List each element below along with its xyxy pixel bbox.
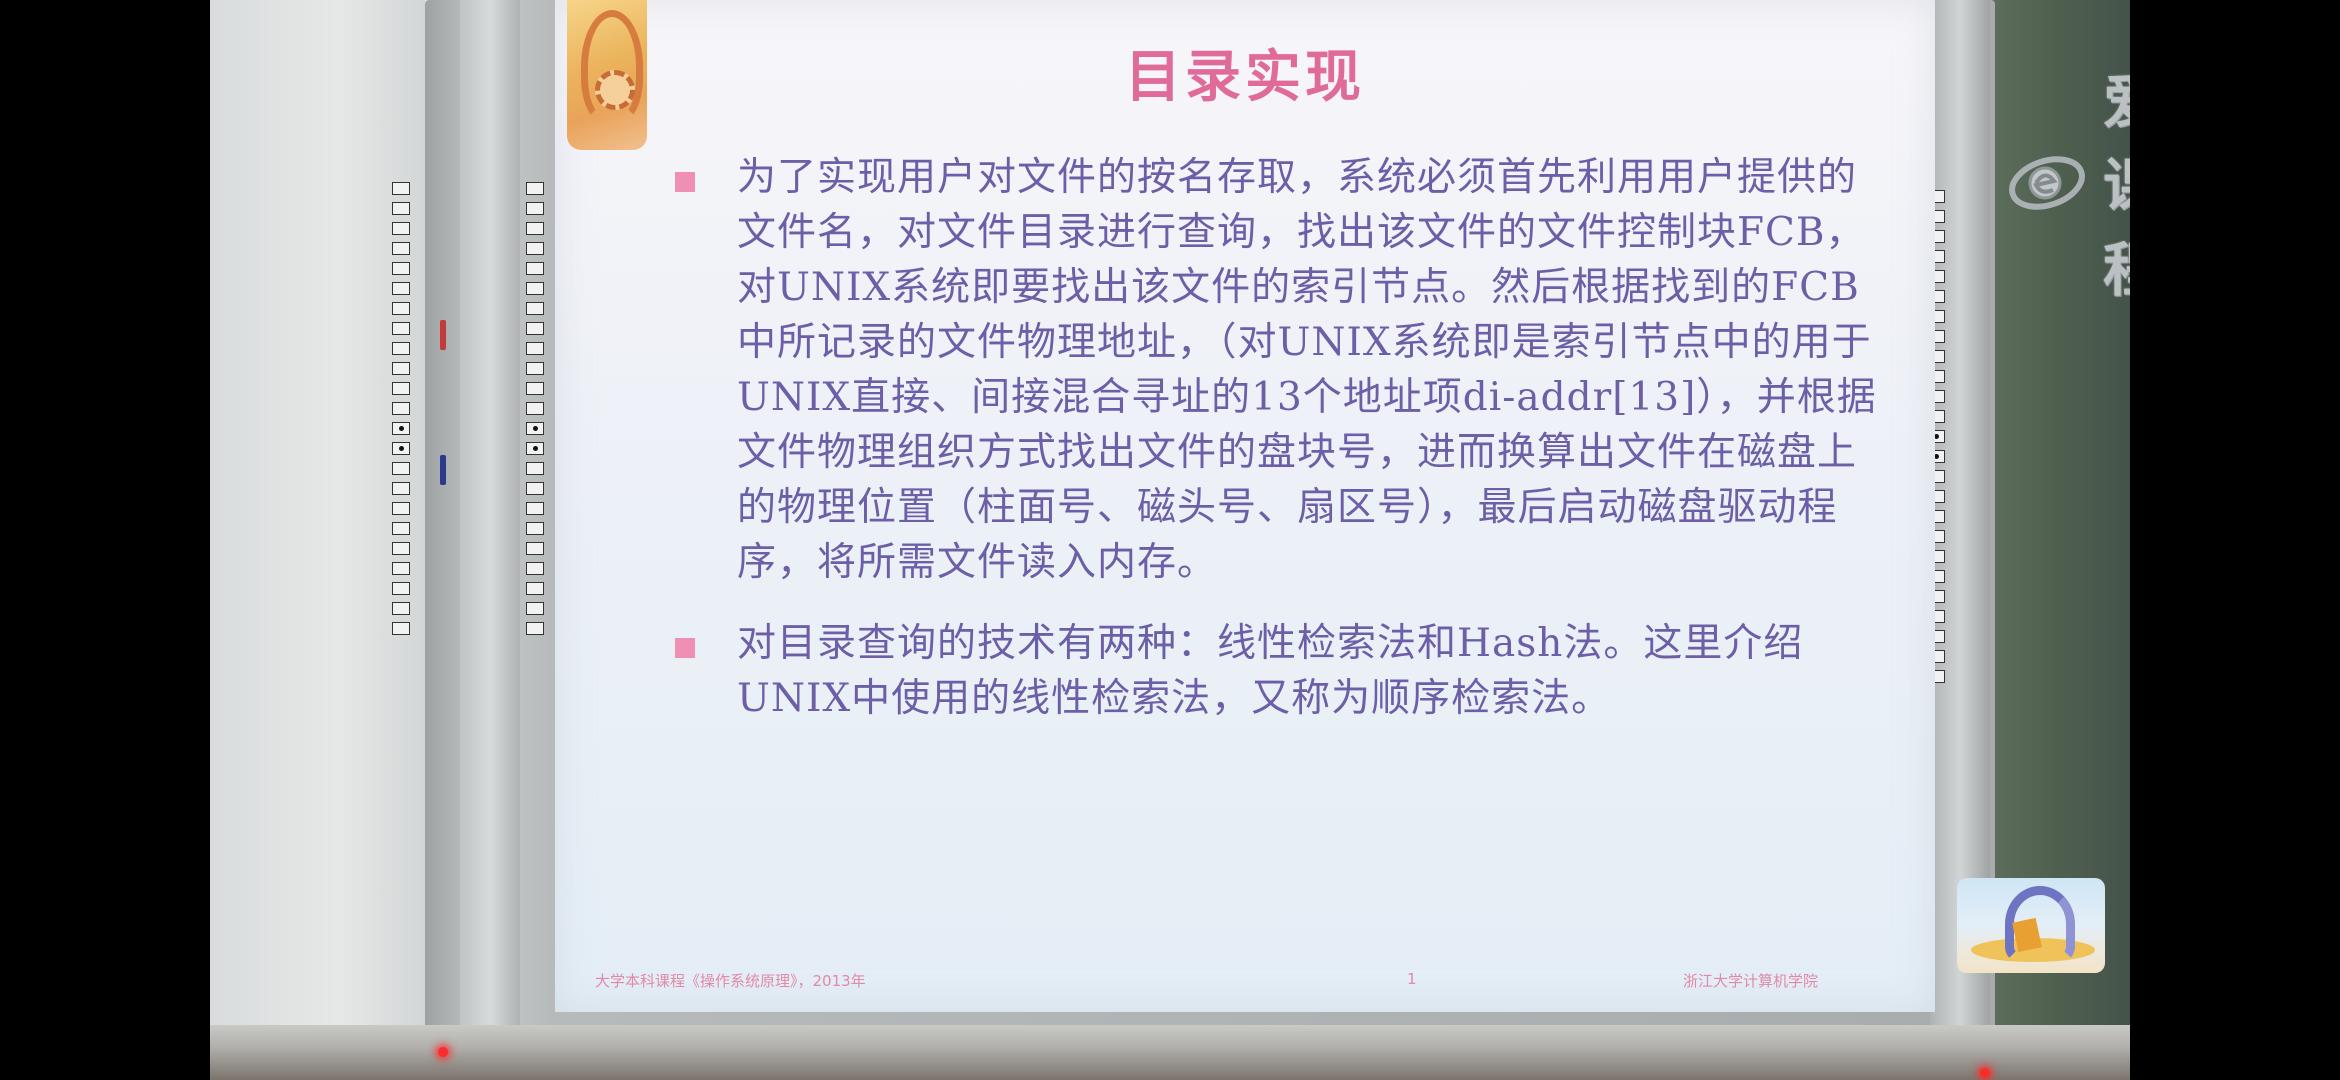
strip-button — [392, 342, 410, 355]
bullet-square-icon — [675, 172, 695, 192]
strip-button — [392, 322, 410, 335]
footer-page-number: 1 — [1407, 970, 1417, 988]
left-outer-button-strip — [390, 182, 412, 635]
strip-button — [392, 482, 410, 495]
strip-button — [526, 582, 544, 595]
strip-button — [526, 322, 544, 335]
strip-button — [392, 382, 410, 395]
bullet-square-icon — [675, 638, 695, 658]
strip-button — [526, 442, 544, 455]
strip-button — [526, 362, 544, 375]
corner-decoration-top-left — [567, 0, 647, 150]
strip-button — [526, 502, 544, 515]
footer-institution: 浙江大学计算机学院 — [1683, 972, 1819, 990]
red-marker-slot — [440, 320, 446, 350]
strip-button — [392, 402, 410, 415]
projected-slide: 目录实现 爱课程 为了实现用户对文件的按名存取，系统必须首先利用用户提供的文件名… — [555, 0, 2130, 1012]
strip-button — [526, 522, 544, 535]
strip-button — [526, 482, 544, 495]
hook-icon — [2005, 886, 2075, 962]
strip-button — [392, 282, 410, 295]
strip-button — [526, 422, 544, 435]
strip-button — [526, 402, 544, 415]
strip-button — [392, 562, 410, 575]
strip-button — [526, 202, 544, 215]
strip-button — [526, 602, 544, 615]
strip-button — [392, 502, 410, 515]
strip-button — [526, 182, 544, 195]
strip-button — [392, 202, 410, 215]
strip-button — [392, 442, 410, 455]
strip-button — [392, 422, 410, 435]
strip-button — [526, 382, 544, 395]
list-item: 为了实现用户对文件的按名存取，系统必须首先利用用户提供的文件名，对文件目录进行查… — [675, 150, 1885, 590]
board-frame-left — [460, 0, 520, 1050]
footer-course: 大学本科课程《操作系统原理》，2013年 — [595, 972, 866, 990]
icourse-logo-icon — [2005, 145, 2089, 217]
strip-button — [526, 282, 544, 295]
strip-button — [392, 242, 410, 255]
strip-button — [392, 522, 410, 535]
strip-button — [526, 302, 544, 315]
corner-decoration-bottom-right — [1957, 878, 2105, 973]
list-item: 对目录查询的技术有两种：线性检索法和Hash法。这里介绍UNIX中使用的线性检索… — [675, 616, 1885, 726]
strip-button — [392, 462, 410, 475]
strip-button — [392, 182, 410, 195]
strip-button — [526, 342, 544, 355]
strip-button — [392, 302, 410, 315]
watermark: 爱课程 — [2005, 55, 2130, 307]
strip-button — [526, 542, 544, 555]
strip-button — [392, 262, 410, 275]
strip-button — [392, 362, 410, 375]
board-ledge — [210, 1025, 2130, 1080]
strip-button — [526, 462, 544, 475]
strip-button — [526, 242, 544, 255]
gear-icon — [595, 70, 635, 110]
bullet-text: 对目录查询的技术有两种：线性检索法和Hash法。这里介绍UNIX中使用的线性检索… — [737, 621, 1804, 721]
strip-button — [392, 622, 410, 635]
slide-footer: 大学本科课程《操作系统原理》，2013年 1 浙江大学计算机学院 — [555, 970, 1935, 994]
strip-button — [392, 582, 410, 595]
strip-button — [526, 222, 544, 235]
bullet-text: 为了实现用户对文件的按名存取，系统必须首先利用用户提供的文件名，对文件目录进行查… — [737, 155, 1877, 585]
strip-button — [526, 622, 544, 635]
power-led-right — [1980, 1068, 1990, 1078]
strip-button — [392, 602, 410, 615]
power-led-left — [438, 1047, 448, 1057]
video-frame: 目录实现 爱课程 为了实现用户对文件的按名存取，系统必须首先利用用户提供的文件名… — [210, 0, 2130, 1080]
strip-button — [392, 542, 410, 555]
blue-marker-slot — [440, 455, 446, 485]
bullet-list: 为了实现用户对文件的按名存取，系统必须首先利用用户提供的文件名，对文件目录进行查… — [675, 150, 1885, 752]
strip-button — [526, 562, 544, 575]
strip-button — [392, 222, 410, 235]
left-wall — [210, 0, 425, 1030]
swirl-icon — [581, 10, 643, 124]
slide-title: 目录实现 — [1125, 44, 1365, 110]
left-inner-button-strip — [524, 182, 546, 635]
watermark-text: 爱课程 — [2103, 55, 2130, 307]
board-frame-right — [1930, 0, 1990, 1050]
strip-button — [526, 262, 544, 275]
